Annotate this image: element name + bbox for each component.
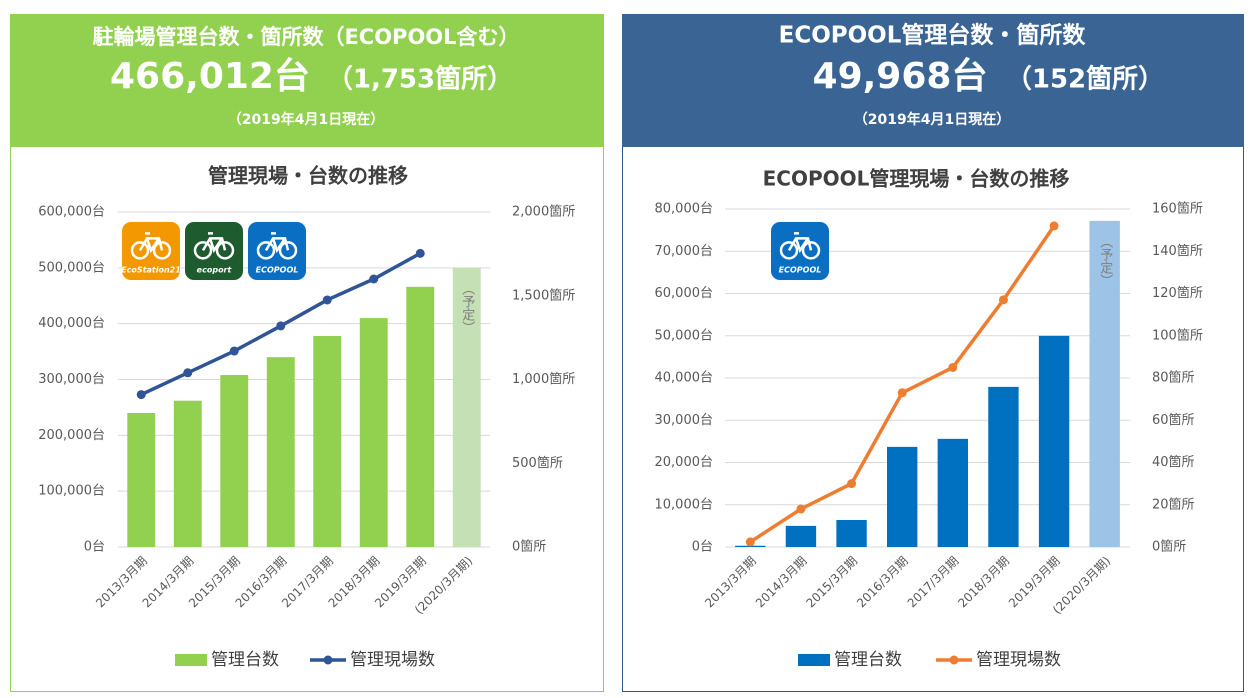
bar — [220, 375, 249, 547]
legend-label: 管理台数 — [834, 650, 902, 670]
logo-icon — [256, 241, 276, 260]
line-marker — [897, 388, 907, 398]
chart-title: ECOPOOL管理現場・台数の推移 — [763, 167, 1070, 191]
y2-tick-label: 100箇所 — [1152, 327, 1203, 343]
y-tick-label: 0台 — [692, 540, 713, 555]
y2-tick-label: 120箇所 — [1152, 285, 1203, 301]
bar — [266, 357, 295, 547]
panel-total: 49,968台 — [813, 56, 988, 97]
chart-title: 管理現場・台数の推移 — [208, 164, 408, 188]
legend-label: 管理台数 — [211, 650, 279, 670]
bar — [406, 286, 435, 547]
line-marker — [796, 504, 806, 514]
panel-date: （2019年4月1日現在） — [228, 111, 384, 128]
logo-icon — [801, 241, 821, 260]
line-marker — [998, 295, 1008, 305]
bar — [785, 525, 817, 547]
logo-icon — [278, 241, 298, 260]
logo-icon — [193, 241, 213, 260]
bar — [887, 446, 918, 547]
y2-tick-label: 40箇所 — [1152, 454, 1195, 470]
y2-tick-label: 0箇所 — [1152, 539, 1186, 555]
line-marker — [136, 390, 146, 400]
panel-date: （2019年4月1日現在） — [854, 111, 1010, 128]
logo-text: ecoport — [197, 266, 233, 275]
bar — [313, 335, 342, 547]
line-marker — [415, 248, 425, 258]
logo-icon — [138, 232, 164, 254]
logo-text: ECOPOOL — [256, 266, 299, 275]
panel-total: 466,012台 — [110, 56, 310, 97]
line-marker — [948, 362, 958, 372]
y2-tick-label: 160箇所 — [1152, 201, 1203, 217]
planned-label: （予定） — [459, 282, 475, 334]
legend-label: 管理現場数 — [350, 650, 435, 670]
line-marker — [322, 295, 332, 305]
logo-text: EcoStation21 — [121, 266, 181, 275]
bar — [173, 400, 202, 547]
y-tick-label: 200,000台 — [38, 428, 105, 443]
bar — [988, 386, 1019, 547]
y2-tick-label: 2,000箇所 — [512, 204, 575, 220]
y-tick-label: 70,000台 — [655, 244, 714, 259]
y2-tick-label: 500箇所 — [512, 455, 563, 471]
legend-swatch — [323, 655, 333, 665]
y-tick-label: 80,000台 — [655, 202, 714, 217]
bar — [937, 438, 968, 547]
y2-tick-label: 1,000箇所 — [512, 371, 575, 387]
bar — [1038, 335, 1070, 547]
y-tick-label: 40,000台 — [655, 371, 714, 386]
panel-title: ECOPOOL管理台数・箇所数 — [779, 22, 1087, 49]
line-marker — [745, 537, 755, 547]
legend-swatch — [949, 655, 959, 665]
line-marker — [369, 274, 379, 284]
logo-text: ECOPOOL — [779, 266, 822, 275]
y2-tick-label: 80箇所 — [1152, 370, 1195, 386]
logo-icon — [779, 241, 799, 260]
panel-sites: （1,753箇所） — [327, 64, 513, 95]
y2-tick-label: 20箇所 — [1152, 496, 1195, 512]
y-tick-label: 30,000台 — [655, 413, 714, 428]
line-marker — [229, 346, 239, 356]
legend-swatch — [798, 654, 830, 666]
y-tick-label: 10,000台 — [655, 497, 714, 512]
panel-title: 駐輪場管理台数・箇所数（ECOPOOL含む） — [92, 25, 519, 49]
y-tick-label: 400,000台 — [38, 316, 105, 331]
line-marker — [276, 321, 286, 331]
legend-swatch — [175, 654, 207, 666]
bar — [836, 519, 867, 547]
line-marker — [183, 368, 193, 378]
y-tick-label: 0台 — [84, 540, 105, 555]
logo-icon — [787, 232, 813, 254]
y2-tick-label: 60箇所 — [1152, 412, 1195, 428]
y2-tick-label: 1,500箇所 — [512, 287, 575, 303]
panel-header — [622, 14, 1244, 147]
legend-label: 管理現場数 — [976, 650, 1061, 670]
y2-tick-label: 140箇所 — [1152, 243, 1203, 259]
bar — [127, 413, 156, 547]
y-tick-label: 600,000台 — [38, 205, 105, 220]
line-marker — [847, 479, 857, 489]
y-tick-label: 20,000台 — [655, 455, 714, 470]
logo-icon — [201, 232, 227, 254]
logo-icon — [215, 241, 235, 260]
y-tick-label: 60,000台 — [655, 286, 714, 301]
y-tick-label: 100,000台 — [38, 484, 105, 499]
bar — [1089, 220, 1120, 547]
panel-header — [10, 14, 604, 147]
logo-icon — [130, 241, 150, 260]
bar — [452, 267, 481, 547]
bar — [359, 318, 388, 547]
panel-sites: （152箇所） — [1006, 64, 1164, 95]
logo-icon — [152, 241, 172, 260]
y2-tick-label: 0箇所 — [512, 539, 546, 555]
y-tick-label: 500,000台 — [38, 260, 105, 275]
y-tick-label: 50,000台 — [655, 328, 714, 343]
planned-label: （予定） — [1097, 235, 1113, 287]
line-marker — [1049, 221, 1059, 231]
logo-icon — [264, 232, 290, 254]
y-tick-label: 300,000台 — [38, 372, 105, 387]
